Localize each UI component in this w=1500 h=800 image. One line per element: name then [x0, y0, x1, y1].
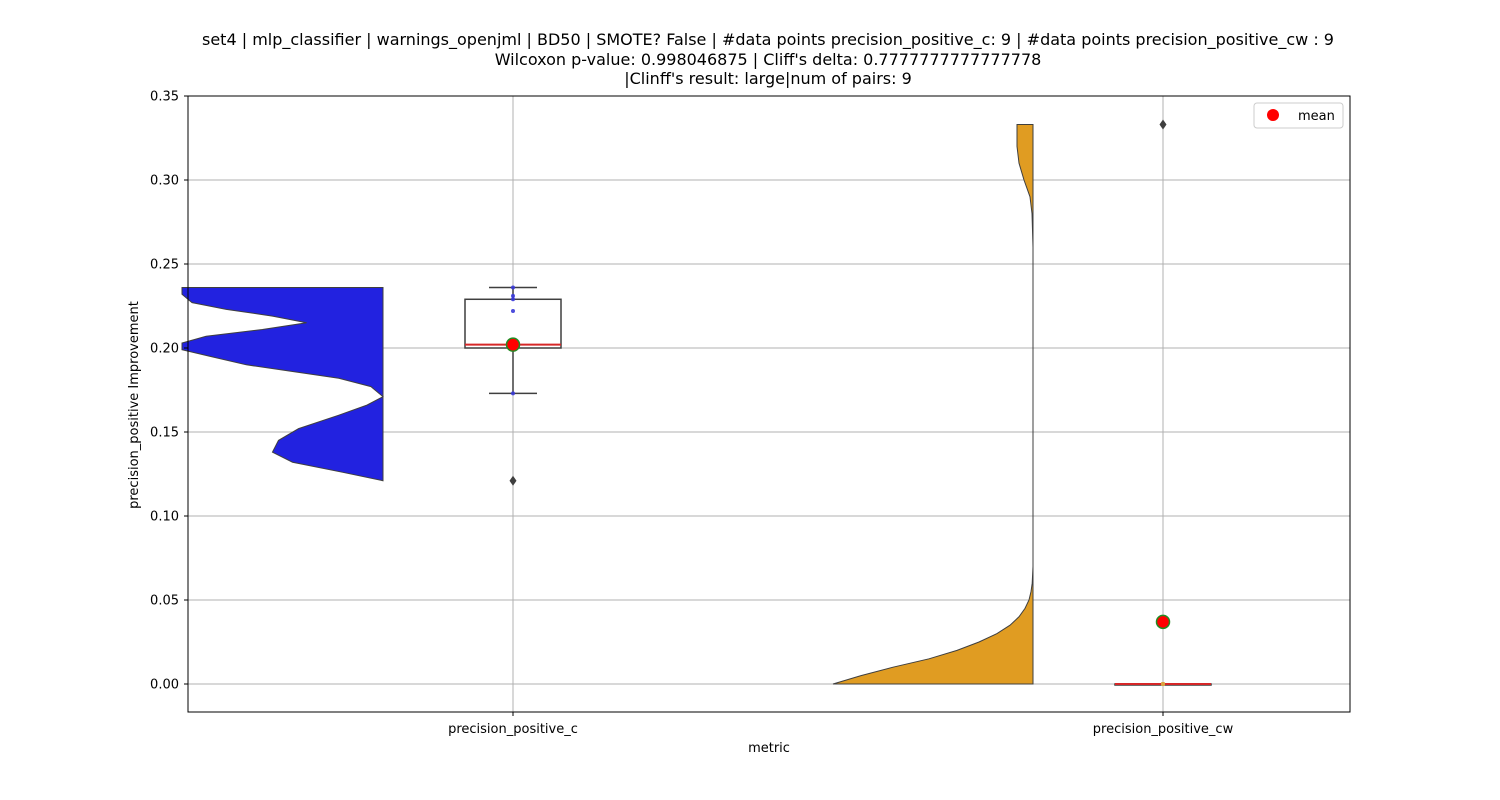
chart-title: set4 | mlp_classifier | warnings_openjml…	[0, 30, 1500, 89]
y-tick-label: 0.20	[150, 342, 179, 357]
axis-layer: 0.00 0.05 0.10 0.15 0.20 0.25 0.30 0.35 precisio…	[150, 90, 1234, 738]
data-point	[511, 309, 515, 314]
y-tick-label: 0.30	[150, 174, 179, 189]
violin-layer	[181, 124, 1034, 685]
y-axis-label: precision_positive Improvement	[127, 301, 142, 509]
y-tick-label: 0.10	[150, 510, 179, 525]
data-point	[511, 391, 515, 396]
y-tick-label: 0.25	[150, 258, 179, 273]
grid-layer	[188, 95, 1350, 712]
legend-box	[1253, 102, 1344, 129]
mean-marker	[1155, 614, 1171, 630]
legend-mean-label: mean	[1298, 109, 1335, 124]
plot-frame	[187, 95, 1351, 713]
y-tick-label: 0.00	[150, 678, 179, 693]
y-tick-label: 0.05	[150, 594, 179, 609]
title-line-3: |Clinff's result: large|num of pairs: 9	[624, 69, 912, 88]
y-tick-label: 0.15	[150, 426, 179, 441]
data-point	[1161, 682, 1165, 686]
data-point	[511, 293, 515, 298]
box-layer	[464, 119, 1212, 686]
outlier-marker	[1159, 119, 1167, 130]
data-point	[511, 285, 515, 290]
x-axis-label: metric	[748, 741, 790, 756]
data-point	[511, 297, 515, 302]
outlier-marker	[509, 475, 517, 486]
mean-marker	[505, 337, 521, 352]
y-tick-label: 0.35	[150, 90, 179, 105]
title-line-1: set4 | mlp_classifier | warnings_openjml…	[202, 30, 1334, 49]
legend: mean	[1253, 102, 1344, 129]
title-line-2: Wilcoxon p-value: 0.998046875 | Cliff's …	[494, 49, 1042, 69]
violin-precision_positive_c	[181, 287, 384, 482]
x-tick-label: precision_positive_c	[448, 722, 578, 737]
violin-precision_positive_cw	[832, 124, 1034, 685]
legend-mean-marker	[1267, 109, 1279, 121]
x-tick-label: precision_positive_cw	[1093, 722, 1234, 737]
